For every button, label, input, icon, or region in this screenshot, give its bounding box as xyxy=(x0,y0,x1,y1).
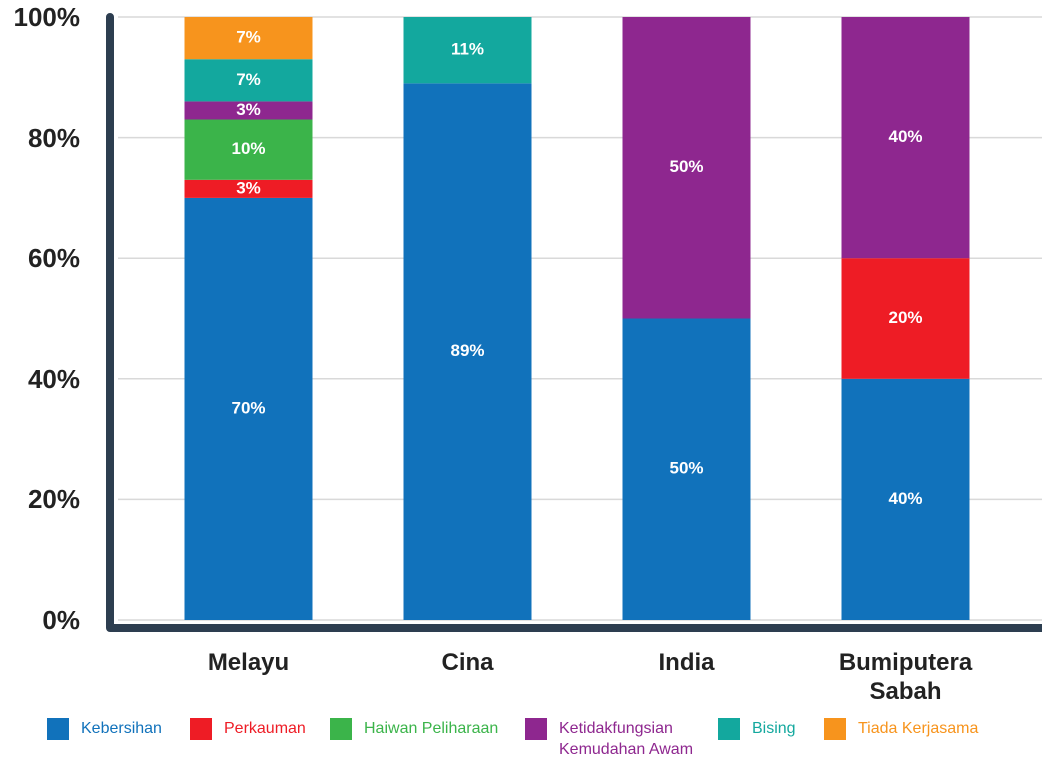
legend-item: Haiwan Peliharaan xyxy=(330,718,498,740)
legend-label: Haiwan Peliharaan xyxy=(364,720,499,737)
value-label: 50% xyxy=(669,459,703,478)
value-label: 40% xyxy=(888,127,922,146)
value-label: 3% xyxy=(236,100,261,119)
value-label: 11% xyxy=(451,40,484,59)
bar-segment xyxy=(184,119,313,180)
bar-segment xyxy=(622,17,751,319)
bar-segment xyxy=(622,318,751,620)
legend-swatch xyxy=(190,718,212,740)
value-label: 3% xyxy=(236,178,261,197)
legend-item: Kebersihan xyxy=(47,718,162,740)
x-tick-label: Cina xyxy=(441,649,494,676)
axis-line xyxy=(106,13,1042,632)
legend-item: Perkauman xyxy=(190,718,306,740)
value-label: 50% xyxy=(669,157,703,176)
legend-label: Ketidakfungsian Kemudahan Awam xyxy=(559,720,694,758)
legend-item: Ketidakfungsian Kemudahan Awam xyxy=(525,718,729,760)
x-tick-label: Melayu xyxy=(207,649,290,676)
value-label: 7% xyxy=(236,70,261,89)
bar-segment xyxy=(184,59,313,102)
bar-segment xyxy=(841,258,970,379)
legend-item: Tiada Kerjasama xyxy=(824,718,978,740)
legend-swatch xyxy=(330,718,352,740)
x-tick-label: India xyxy=(658,649,715,676)
legend-swatch xyxy=(718,718,740,740)
bar-segment xyxy=(841,17,970,259)
value-label: 10% xyxy=(231,139,265,158)
legend-label: Bising xyxy=(752,720,796,737)
value-label: 40% xyxy=(888,489,922,508)
legend-item: Bising xyxy=(718,718,796,740)
y-tick-label: 0% xyxy=(42,605,80,635)
y-tick-label: 60% xyxy=(27,243,80,274)
y-tick-label: 100% xyxy=(13,2,81,32)
legend-swatch xyxy=(824,718,846,740)
y-tick-label: 40% xyxy=(27,363,80,394)
legend-swatch xyxy=(47,718,69,740)
legend-label: Tiada Kerjasama xyxy=(858,720,979,737)
value-label: 20% xyxy=(888,308,922,327)
y-tick-label: 20% xyxy=(27,484,80,515)
bar-segment xyxy=(184,179,313,198)
y-tick-label: 80% xyxy=(27,122,80,153)
bar-segment xyxy=(403,83,532,620)
bar-segment xyxy=(403,17,532,84)
bar-segment xyxy=(841,378,970,620)
value-label: 70% xyxy=(231,398,265,417)
legend-swatch xyxy=(525,718,547,740)
legend-label: Perkauman xyxy=(224,720,306,737)
bar-segment xyxy=(184,101,313,120)
x-tick-label: Bumiputera Sabah xyxy=(838,649,973,705)
legend-label: Kebersihan xyxy=(81,720,162,737)
bar-segment xyxy=(184,197,313,620)
bar-segment xyxy=(184,17,313,60)
value-label: 7% xyxy=(236,28,261,47)
value-label: 89% xyxy=(450,341,484,360)
